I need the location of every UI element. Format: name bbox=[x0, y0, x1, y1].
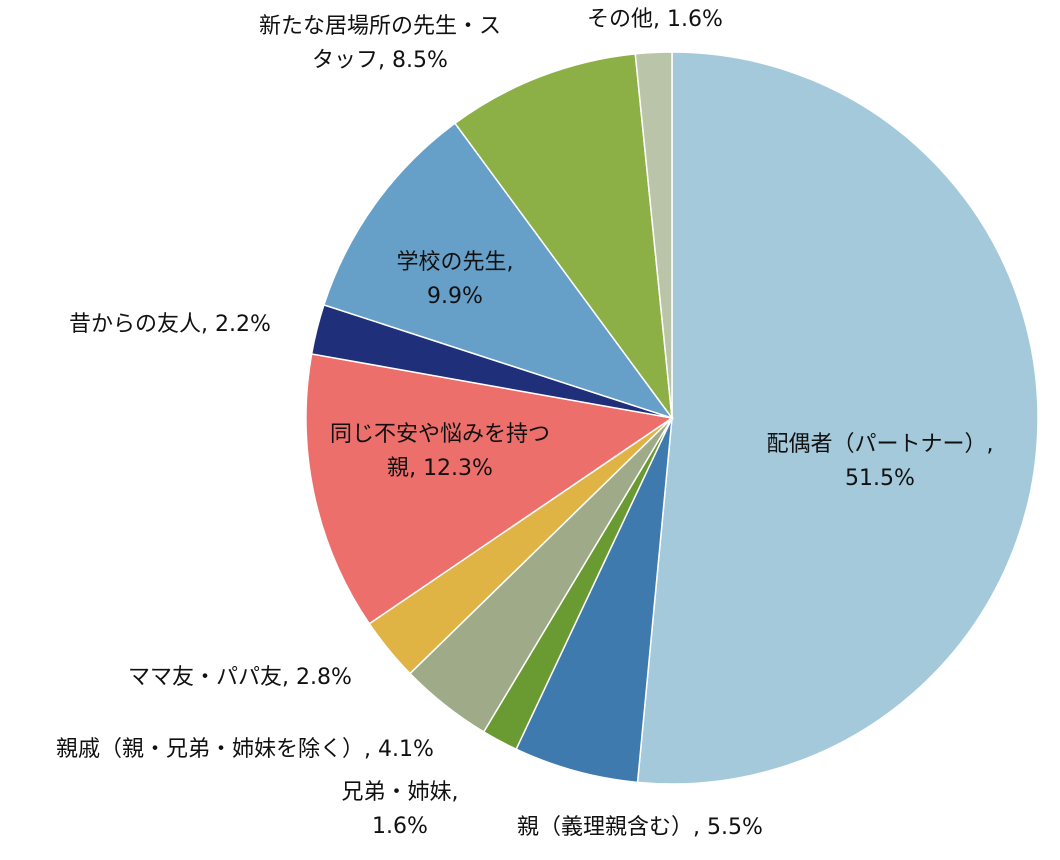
slice-label: 親（義理親含む）, 5.5% bbox=[517, 815, 763, 840]
value-label: 9.9% bbox=[427, 284, 483, 309]
pie-slice bbox=[453, 53, 674, 421]
value-label: 1.6% bbox=[667, 7, 723, 32]
value-label: 1.6% bbox=[372, 814, 428, 839]
slice-label: 親戚（親・兄弟・姉妹を除く）, 4.1% bbox=[56, 737, 434, 762]
category-label: 親（義理親含む） bbox=[517, 815, 694, 840]
category-label: その他 bbox=[587, 7, 654, 32]
category-label: 同じ不安や悩みを持つ親 bbox=[329, 422, 550, 481]
category-label: 昔からの友人 bbox=[69, 312, 202, 337]
category-label: 兄弟・姉妹 bbox=[341, 780, 452, 805]
category-label: 学校の先生 bbox=[396, 250, 507, 275]
slice-label: 学校の先生, 9.9% bbox=[396, 250, 514, 309]
value-label: 2.2% bbox=[215, 312, 271, 337]
value-label: 8.5% bbox=[392, 48, 448, 73]
category-label: 新たな居場所の先生・スタッフ bbox=[258, 14, 501, 73]
value-label: 12.3% bbox=[423, 456, 493, 481]
slice-label: 配偶者（パートナー）, 51.5% bbox=[766, 432, 994, 491]
value-label: 4.1% bbox=[378, 737, 434, 762]
category-label: 配偶者（パートナー） bbox=[766, 432, 987, 457]
value-label: 2.8% bbox=[296, 665, 352, 690]
pie-slice bbox=[634, 51, 673, 419]
slice-label: 新たな居場所の先生・スタッフ, 8.5% bbox=[258, 14, 501, 73]
slice-label: 同じ不安や悩みを持つ親, 12.3% bbox=[329, 422, 550, 481]
pie-slice bbox=[636, 51, 1039, 785]
category-label: ママ友・パパ友 bbox=[128, 665, 283, 690]
pie-slice bbox=[322, 122, 674, 420]
slice-label: 兄弟・姉妹, 1.6% bbox=[341, 780, 459, 839]
slice-label: 昔からの友人, 2.2% bbox=[69, 312, 271, 337]
value-label: 5.5% bbox=[707, 815, 763, 840]
slice-label: その他, 1.6% bbox=[587, 7, 723, 32]
pie-slice bbox=[305, 353, 674, 625]
value-label: 51.5% bbox=[845, 466, 915, 491]
category-label: 親戚（親・兄弟・姉妹を除く） bbox=[56, 737, 365, 762]
slice-label: ママ友・パパ友, 2.8% bbox=[128, 665, 352, 690]
